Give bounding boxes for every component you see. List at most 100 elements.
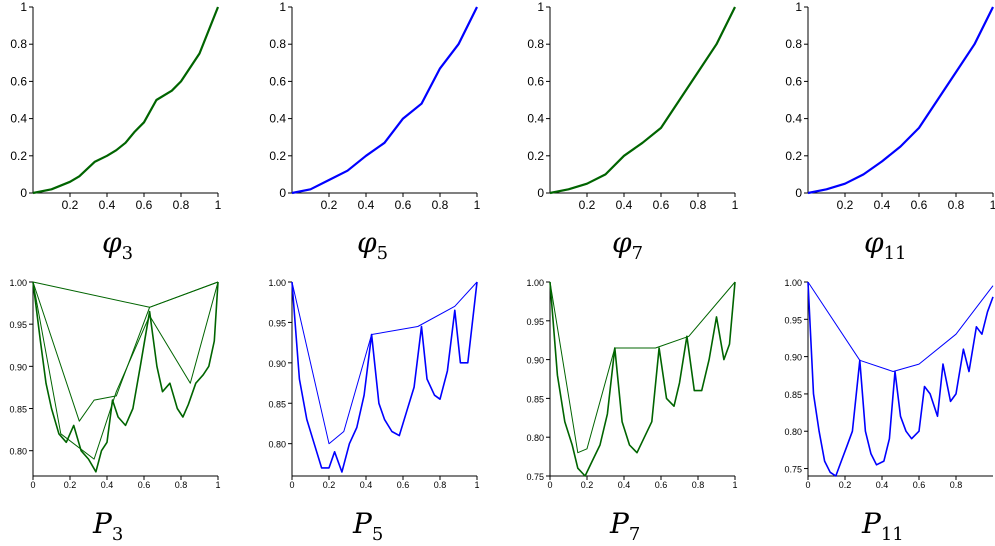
x-tick-label: 0 <box>547 480 552 490</box>
x-tick-label: 1 <box>732 198 739 212</box>
y-tick-label: 1 <box>795 0 802 14</box>
x-tick-label: 0.8 <box>692 480 705 490</box>
x-tick-label: 0.6 <box>655 480 668 490</box>
y-tick-label: 0.6 <box>269 74 286 88</box>
x-tick-label: 0.4 <box>358 198 375 212</box>
x-tick-label: 0.6 <box>395 198 412 212</box>
caption-subscript: 5 <box>372 524 383 545</box>
y-tick-label: 0.2 <box>269 149 286 163</box>
y-tick-label: 0 <box>537 186 544 200</box>
x-tick-label: 0.4 <box>101 480 114 490</box>
y-tick-label: 0.6 <box>10 74 27 88</box>
x-tick-label: 0.6 <box>653 198 670 212</box>
x-tick-label: 1 <box>215 480 220 490</box>
y-tick-label: 1 <box>20 0 27 14</box>
series-line-0 <box>807 6 994 195</box>
x-tick-label: 1 <box>990 198 995 212</box>
y-tick-label: 0.80 <box>268 440 286 450</box>
x-tick-label: 0.6 <box>136 198 153 212</box>
panel-caption: φ3 <box>102 226 133 264</box>
y-tick-label: 0.95 <box>9 320 27 330</box>
x-tick-label: 1 <box>215 198 222 212</box>
panel-caption: P7 <box>609 507 640 545</box>
x-tick-label: 1 <box>732 480 737 490</box>
panel-caption: φ7 <box>612 226 643 264</box>
series-line-0 <box>549 6 736 195</box>
panel-caption: P11 <box>861 507 904 545</box>
x-tick-label: 0.8 <box>950 480 963 490</box>
caption-symbol: P <box>861 507 882 540</box>
caption-subscript: 7 <box>632 243 643 264</box>
x-tick-label: 0.8 <box>432 198 449 212</box>
caption-symbol: P <box>609 507 630 540</box>
x-tick-label: 1 <box>474 480 479 490</box>
series-line-0 <box>291 6 478 195</box>
chart-panel-0: 0.2 0.4 0.6 0.8 1 0 0.2 0.4 0.6 0.8 1 φ3 <box>10 0 221 264</box>
x-tick-label: 0 <box>805 480 810 490</box>
chart-panel-3: 0.2 0.4 0.6 0.8 1 0 0.2 0.4 0.6 0.8 1 φ11 <box>785 0 995 264</box>
x-tick-label: 0.6 <box>397 480 410 490</box>
y-tick-label: 0.8 <box>527 37 544 51</box>
y-tick-label: 0.75 <box>526 472 544 482</box>
series-line-0 <box>549 281 736 477</box>
y-tick-label: 0.4 <box>269 112 286 126</box>
x-tick-label: 0.6 <box>911 198 928 212</box>
y-tick-label: 0.95 <box>784 315 802 325</box>
x-tick-label: 0.8 <box>434 480 447 490</box>
y-tick-label: 0.8 <box>10 37 27 51</box>
caption-subscript: 5 <box>377 243 388 264</box>
chart-panel-2: 0.2 0.4 0.6 0.8 1 0 0.2 0.4 0.6 0.8 1 φ7 <box>527 0 738 264</box>
caption-symbol: φ <box>864 226 884 259</box>
y-tick-label: 0.8 <box>269 37 286 51</box>
y-tick-label: 0.75 <box>784 465 802 475</box>
caption-subscript: 7 <box>629 524 640 545</box>
y-tick-label: 0.90 <box>268 359 286 369</box>
y-tick-label: 0.85 <box>526 394 544 404</box>
series-line-1 <box>291 281 478 445</box>
y-tick-label: 0.85 <box>268 399 286 409</box>
x-tick-label: 0.4 <box>99 198 116 212</box>
caption-subscript: 11 <box>884 243 907 264</box>
panel-caption: P5 <box>352 507 383 545</box>
y-tick-label: 1.00 <box>9 278 27 288</box>
x-tick-label: 0 <box>289 480 294 490</box>
x-tick-label: 0.4 <box>874 198 891 212</box>
series-line-2 <box>32 281 219 308</box>
series-line-0 <box>32 281 219 473</box>
y-tick-label: 0.2 <box>527 149 544 163</box>
x-tick-label: 0.8 <box>690 198 707 212</box>
x-tick-label: 0.2 <box>579 198 596 212</box>
x-tick-label: 0 <box>30 480 35 490</box>
x-tick-label: 1 <box>474 198 481 212</box>
panel-caption: φ5 <box>357 226 388 264</box>
series-line-0 <box>807 281 994 477</box>
y-tick-label: 0.2 <box>10 149 27 163</box>
x-tick-label: 0.6 <box>913 480 926 490</box>
y-tick-label: 0.95 <box>526 317 544 327</box>
y-tick-label: 0.4 <box>10 112 27 126</box>
y-tick-label: 0.8 <box>785 37 802 51</box>
y-tick-label: 0.6 <box>527 74 544 88</box>
y-tick-label: 1 <box>537 0 544 14</box>
chart-panel-4: 0 0.2 0.4 0.6 0.8 1 0.80 0.85 0.90 0.95 1.00 P3 <box>9 278 220 545</box>
y-tick-label: 0.4 <box>527 112 544 126</box>
y-tick-label: 1 <box>279 0 286 14</box>
y-tick-label: 0.85 <box>9 405 27 415</box>
y-tick-label: 1.00 <box>526 278 544 288</box>
x-tick-label: 0.2 <box>64 480 77 490</box>
y-tick-label: 0.90 <box>526 356 544 366</box>
caption-symbol: φ <box>357 226 377 259</box>
series-line-3 <box>32 281 219 460</box>
x-tick-label: 0.2 <box>321 198 338 212</box>
x-tick-label: 0.2 <box>839 480 852 490</box>
y-tick-label: 0.4 <box>785 112 802 126</box>
y-tick-label: 0 <box>795 186 802 200</box>
y-tick-label: 0.90 <box>784 353 802 363</box>
x-tick-label: 0.6 <box>138 480 151 490</box>
series-line-1 <box>807 281 994 372</box>
panel-caption: P3 <box>92 507 123 545</box>
x-tick-label: 0.4 <box>876 480 889 490</box>
y-tick-label: 0.6 <box>785 74 802 88</box>
y-tick-label: 0.95 <box>268 318 286 328</box>
